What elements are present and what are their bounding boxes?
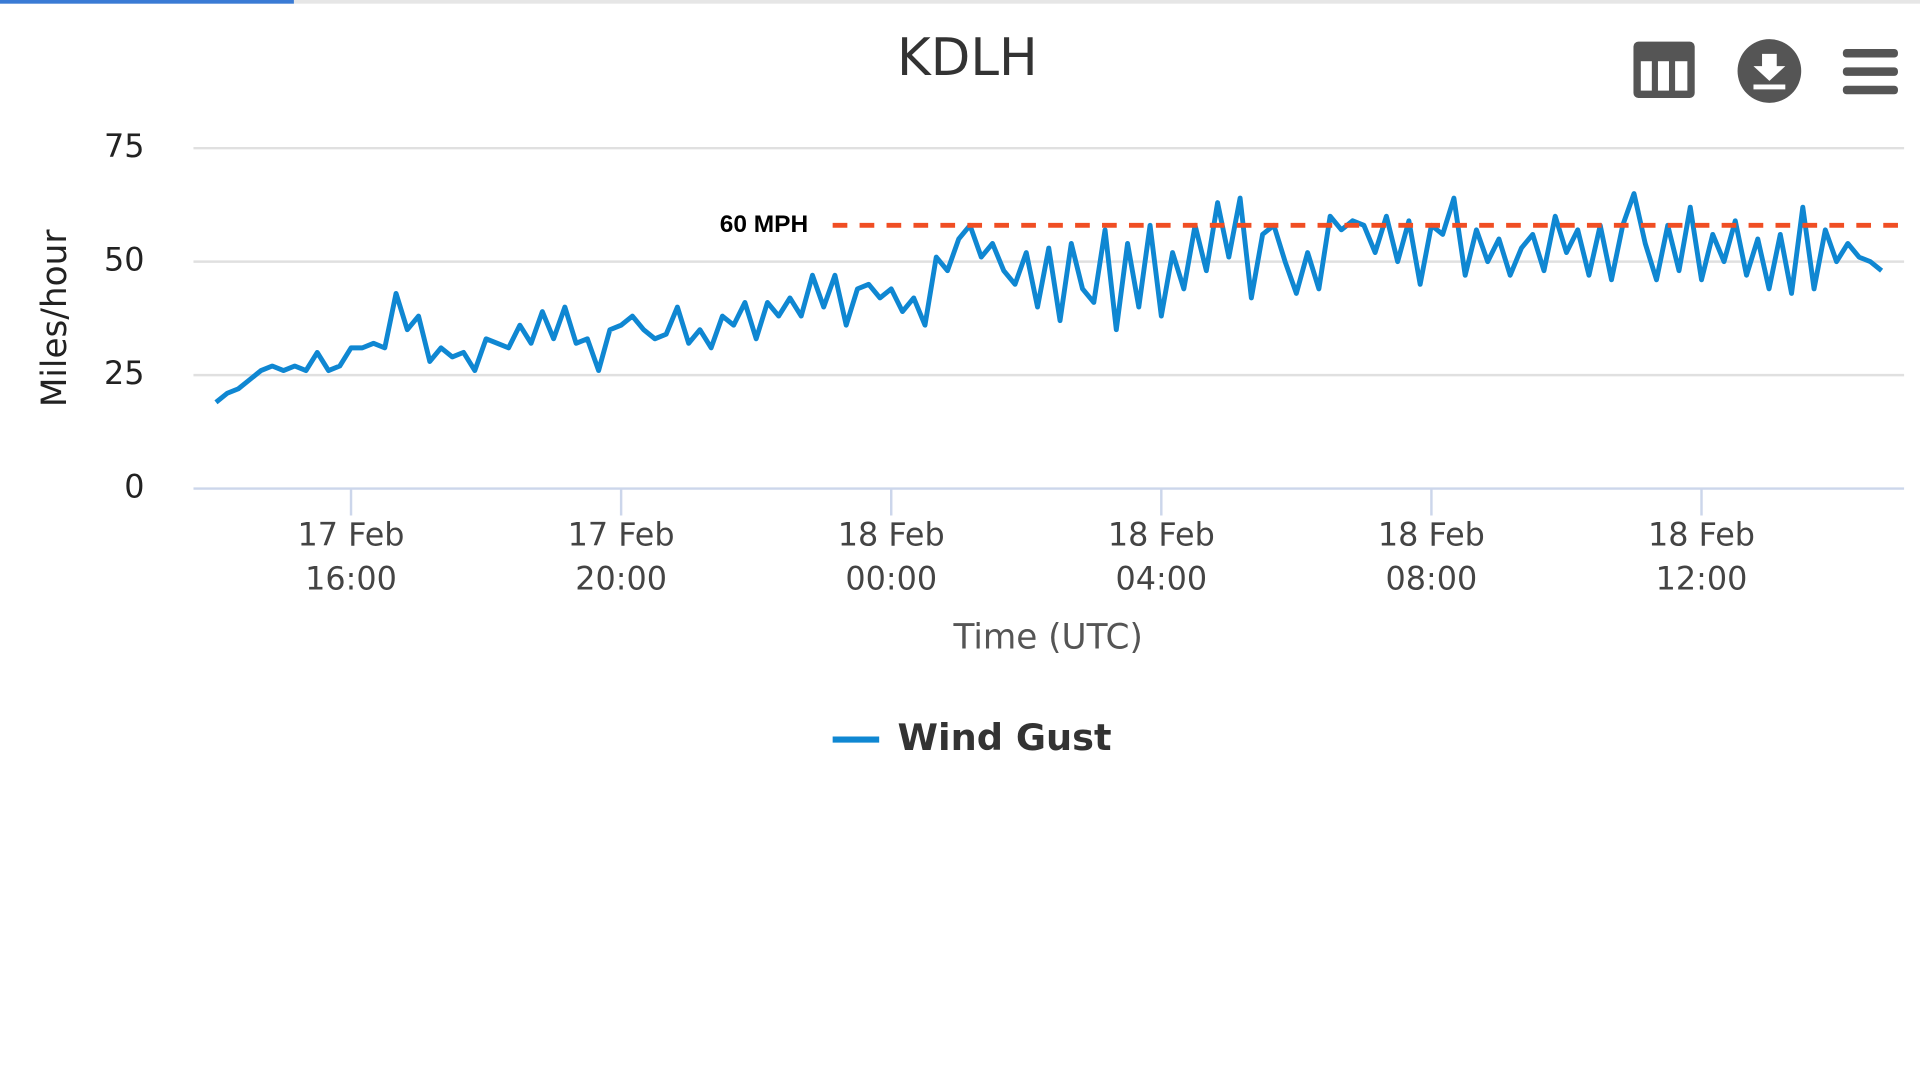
x-tick-label: 18 Feb 12:00	[1648, 515, 1755, 597]
chart-title: KDLH	[897, 28, 1038, 88]
legend-label: Wind Gust	[898, 716, 1112, 759]
menu-bar	[1842, 85, 1898, 95]
table-button[interactable]	[1633, 41, 1695, 98]
download-base	[1753, 84, 1786, 90]
menu-bar	[1842, 67, 1898, 76]
y-tick-label: 75	[104, 127, 145, 165]
x-tick-label: 18 Feb 00:00	[838, 515, 945, 597]
legend-item[interactable]: Wind Gust	[832, 716, 1112, 759]
x-axis-title: Time (UTC)	[952, 618, 1142, 658]
download-button[interactable]	[1737, 39, 1802, 103]
y-tick-label: 0	[124, 468, 144, 506]
x-tick-label: 17 Feb 16:00	[298, 515, 405, 597]
y-tick-label: 25	[104, 354, 145, 392]
download-arrow	[1753, 53, 1786, 81]
x-tick-label: 18 Feb 04:00	[1108, 515, 1215, 597]
series-line	[214, 191, 1884, 405]
x-tick-label: 18 Feb 08:00	[1378, 515, 1485, 597]
menu-bar	[1842, 48, 1898, 58]
x-tick-label: 17 Feb 20:00	[568, 515, 675, 597]
table-icon-cell	[1657, 61, 1669, 91]
menu-button[interactable]	[1842, 48, 1898, 95]
table-icon-cell	[1640, 61, 1652, 91]
table-icon-cell	[1675, 61, 1688, 91]
progress-bar	[0, 0, 294, 4]
top-border	[0, 0, 1920, 4]
plot-line-label: 60 MPH	[720, 211, 808, 238]
y-tick-label: 50	[104, 241, 145, 279]
y-axis-title: Miles/hour	[35, 229, 75, 407]
